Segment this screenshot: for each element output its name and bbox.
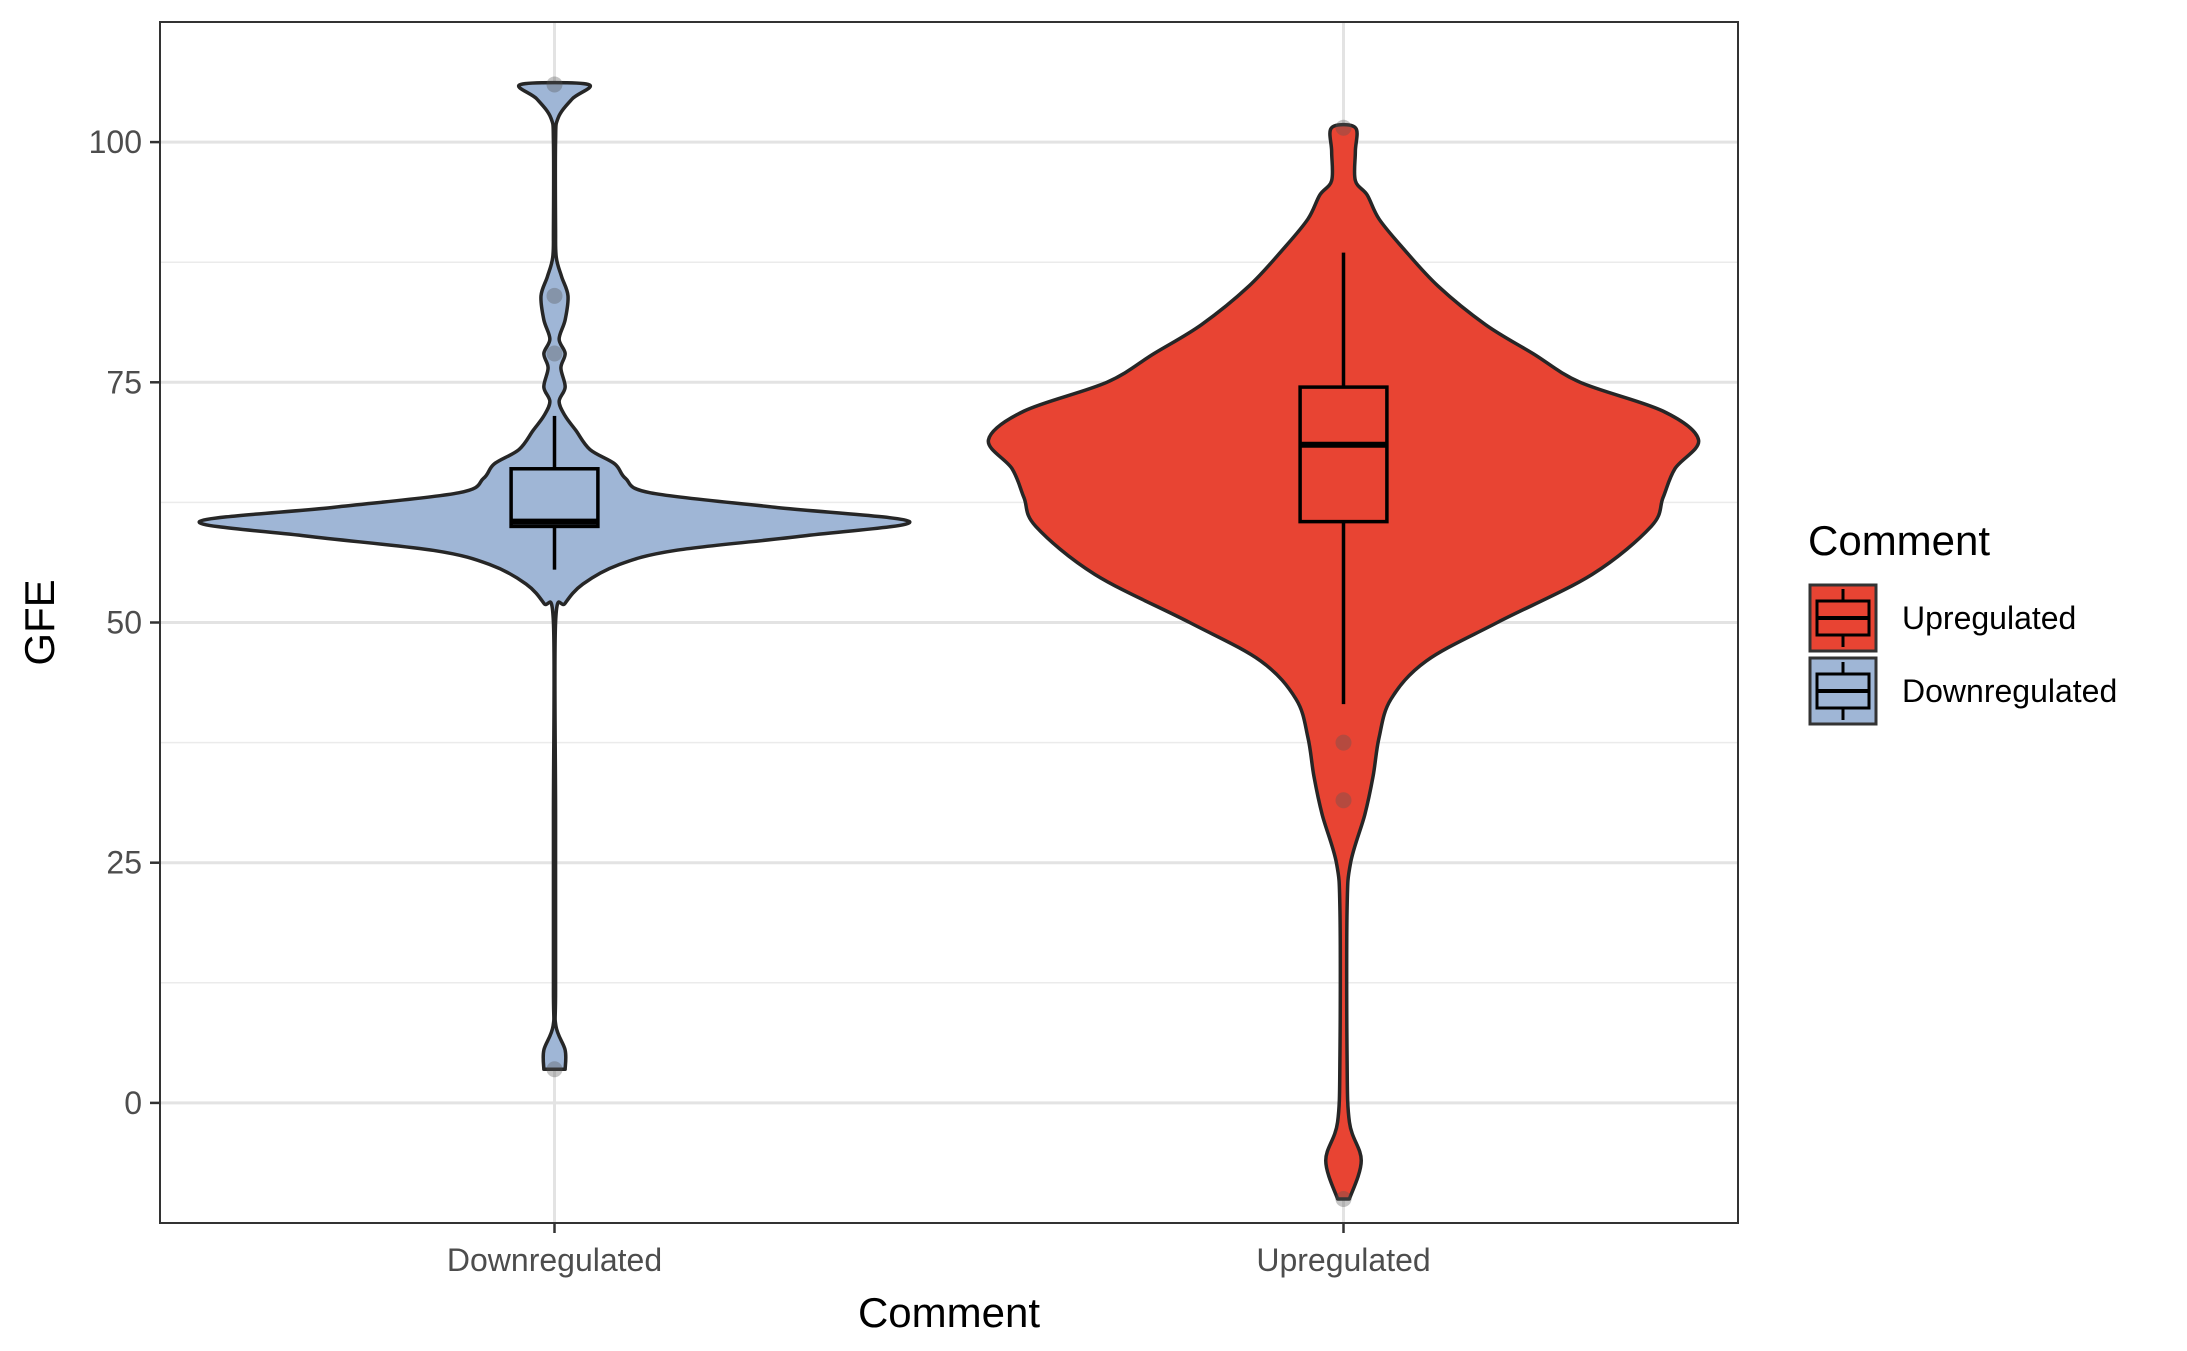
x-tick-label: Upregulated xyxy=(1256,1242,1430,1278)
outlier-point xyxy=(546,287,563,304)
x-axis-title: Comment xyxy=(858,1289,1040,1336)
legend-title: Comment xyxy=(1808,517,1990,564)
legend-key-downregulated xyxy=(1808,656,1878,726)
outlier-point xyxy=(546,76,563,93)
outlier-point xyxy=(1335,734,1352,751)
outlier-point xyxy=(546,345,563,362)
legend: Comment Upregulated Downregulated xyxy=(1808,517,2117,726)
legend-label: Downregulated xyxy=(1902,673,2117,709)
boxplots xyxy=(509,252,1389,705)
outlier-point xyxy=(1335,1190,1352,1207)
outlier-points xyxy=(546,76,1352,1207)
y-tick-label: 75 xyxy=(106,364,142,400)
y-tick-label: 50 xyxy=(106,605,142,641)
box-upregulated xyxy=(1298,385,1389,524)
y-tick-label: 100 xyxy=(89,124,142,160)
x-axis: Downregulated Upregulated xyxy=(447,1223,1431,1278)
legend-label: Upregulated xyxy=(1902,600,2076,636)
outlier-point xyxy=(1335,792,1352,809)
outlier-point xyxy=(1335,119,1352,136)
violin-downregulated xyxy=(197,80,912,1072)
y-tick-label: 0 xyxy=(124,1085,142,1121)
legend-key-upregulated xyxy=(1808,583,1878,653)
x-tick-label: Downregulated xyxy=(447,1242,662,1278)
y-axis: 0 25 50 75 100 xyxy=(89,124,160,1121)
box-downregulated xyxy=(509,467,600,529)
y-tick-label: 25 xyxy=(106,845,142,881)
y-axis-title: GFE xyxy=(16,579,63,665)
outlier-point xyxy=(546,1061,563,1078)
